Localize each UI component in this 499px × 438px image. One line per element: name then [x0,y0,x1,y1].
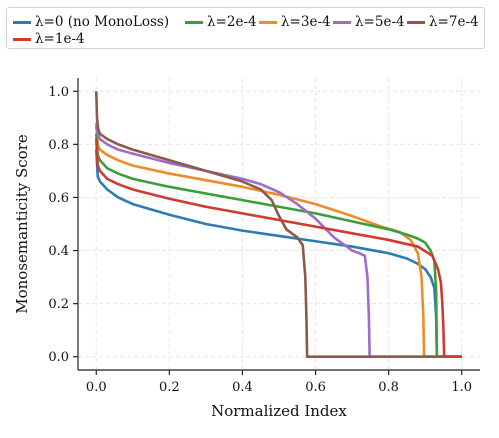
legend-swatch-lambda-5e-4 [333,20,351,24]
legend-label-lambda-7e-4: λ=7e-4 [429,14,479,30]
x-axis-label: Normalized Index [211,402,347,420]
y-tick-label: 0.8 [48,138,69,153]
x-tick-label: 0.0 [86,380,107,395]
legend-item-lambda-5e-4: λ=5e-4 [333,14,405,30]
y-axis-label: Monosemanticity Score [13,134,31,314]
grid [78,78,480,370]
y-tick-label: 0.4 [48,244,69,259]
legend-label-lambda-5e-4: λ=5e-4 [355,14,405,30]
legend-item-lambda-1e-4: λ=1e-4 [13,31,85,47]
legend-item-lambda-3e-4: λ=3e-4 [259,14,331,30]
legend: λ=0 (no MonoLoss) λ=2e-4 λ=3e-4 λ=5e-4 λ… [6,7,485,49]
legend-label-lambda-0: λ=0 (no MonoLoss) [35,14,170,30]
x-tick-label: 0.4 [232,380,253,395]
series-line-2 [94,125,462,359]
legend-label-lambda-1e-4: λ=1e-4 [35,31,85,47]
y-tick-label: 1.0 [48,85,69,100]
x-tick-label: 0.8 [378,380,399,395]
legend-swatch-lambda-1e-4 [13,37,31,41]
series-line-0 [94,149,462,359]
legend-item-lambda-2e-4: λ=2e-4 [185,14,257,30]
x-ticks: 0.0 0.2 0.4 0.6 0.8 1.0 [86,370,472,395]
y-tick-label: 0.2 [48,297,69,312]
series-line-5 [94,138,462,359]
y-tick-label: 0.0 [48,350,69,365]
legend-item-lambda-7e-4: λ=7e-4 [407,14,479,30]
legend-swatch-lambda-0 [13,20,31,24]
legend-item-lambda-0: λ=0 (no MonoLoss) [13,14,169,30]
x-tick-label: 0.2 [159,380,180,395]
x-tick-label: 1.0 [451,380,472,395]
series-line-4 [94,91,462,359]
legend-label-lambda-2e-4: λ=2e-4 [207,14,257,30]
legend-swatch-lambda-3e-4 [259,20,277,24]
legend-swatch-lambda-2e-4 [185,20,203,24]
series-line-3 [94,122,462,359]
series-layer [94,91,462,359]
y-tick-label: 0.6 [48,191,69,206]
legend-swatch-lambda-7e-4 [407,20,425,24]
legend-label-lambda-3e-4: λ=3e-4 [281,14,331,30]
x-tick-label: 0.6 [305,380,326,395]
y-ticks: 0.0 0.2 0.4 0.6 0.8 1.0 [48,85,78,365]
